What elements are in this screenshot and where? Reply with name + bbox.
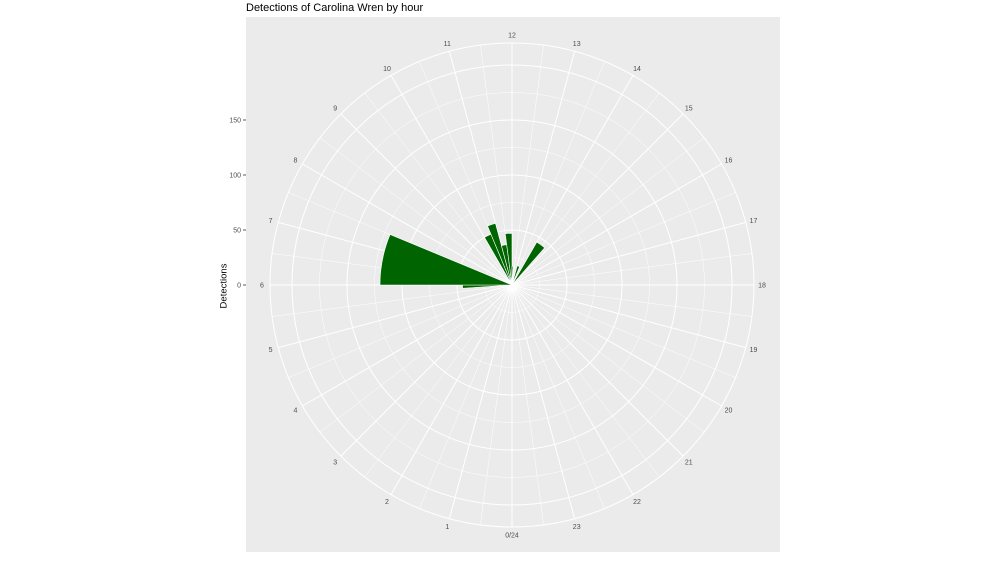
radial-tick-label: 100	[229, 173, 241, 180]
bar	[504, 232, 513, 286]
hour-tick-label: 19	[750, 347, 758, 354]
hour-tick-label: 15	[685, 106, 693, 113]
hour-tick-label: 17	[750, 218, 758, 225]
hour-tick-label: 2	[385, 499, 389, 506]
grid-spoke	[511, 192, 736, 286]
grid-spoke	[511, 284, 634, 495]
hour-tick-label: 18	[758, 283, 766, 290]
grid-spoke	[340, 113, 513, 286]
grid-spoke	[511, 61, 605, 286]
grid-spoke	[448, 284, 513, 519]
grid-spoke	[511, 45, 544, 286]
radial-tick-label: 150	[229, 118, 241, 125]
grid-spoke	[419, 284, 513, 509]
grid-spoke	[390, 284, 513, 495]
grid-spoke	[511, 284, 736, 378]
hour-tick-label: 1	[445, 524, 449, 531]
hour-tick-label: 4	[294, 408, 298, 415]
grid-spoke	[511, 163, 722, 286]
radial-tick-label: 50	[233, 228, 241, 235]
grid-spoke	[511, 284, 752, 317]
grid-spoke	[511, 284, 684, 457]
hour-tick-label: 10	[383, 66, 391, 73]
grid-spoke	[364, 284, 513, 478]
hour-tick-label: 0/24	[505, 533, 519, 540]
hour-tick-label: 14	[633, 66, 641, 73]
hour-tick-label: 3	[333, 459, 337, 466]
hour-tick-label: 13	[573, 41, 581, 48]
grid-spoke	[319, 137, 513, 286]
hour-tick-label: 9	[333, 106, 337, 113]
hour-tick-label: 22	[633, 499, 641, 506]
bar	[379, 234, 513, 286]
hour-tick-label: 7	[269, 218, 273, 225]
grid-spoke	[319, 284, 513, 433]
bar	[511, 265, 520, 286]
hour-tick-label: 12	[508, 33, 516, 40]
hour-tick-label: 8	[294, 158, 298, 165]
grid-spoke	[511, 284, 660, 478]
hour-tick-label: 16	[725, 158, 733, 165]
grid-spoke	[288, 284, 513, 378]
hour-tick-label: 5	[269, 347, 273, 354]
bar	[487, 223, 513, 286]
grid-spoke	[511, 221, 746, 286]
chart-title: Detections of Carolina Wren by hour	[246, 2, 424, 14]
grid-spoke	[302, 284, 513, 407]
grid-spoke	[272, 284, 513, 317]
grid-spoke	[511, 284, 705, 433]
hour-tick-label: 11	[444, 41, 451, 48]
grid-spoke	[511, 284, 746, 349]
grid-spoke	[511, 137, 705, 286]
grid-spoke	[511, 253, 752, 286]
grid-spoke	[340, 284, 513, 457]
grid-spoke	[302, 163, 513, 286]
grid-spoke	[511, 284, 722, 407]
grid-spoke	[364, 92, 513, 286]
grid-spoke	[511, 51, 576, 286]
hour-tick-label: 23	[573, 524, 581, 531]
grid-spoke	[511, 284, 576, 519]
hour-tick-label: 20	[725, 408, 733, 415]
grid-spoke	[511, 284, 544, 525]
grid-spoke	[278, 284, 513, 349]
grid-spoke	[511, 113, 684, 286]
hour-tick-label: 6	[260, 283, 264, 290]
radial-tick-label: 0	[237, 283, 241, 290]
hour-tick-label: 21	[685, 459, 693, 466]
grid-spoke	[511, 284, 605, 509]
grid-spoke	[480, 284, 513, 525]
bar	[511, 241, 546, 286]
